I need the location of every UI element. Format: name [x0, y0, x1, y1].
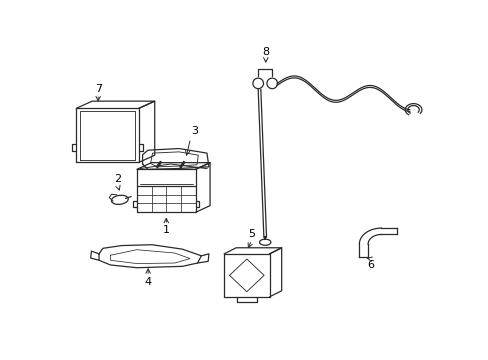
Text: 5: 5 — [248, 229, 255, 239]
Text: 3: 3 — [190, 126, 198, 135]
Text: 2: 2 — [114, 174, 122, 184]
Text: 1: 1 — [163, 225, 169, 235]
Text: 4: 4 — [144, 276, 151, 287]
Text: 7: 7 — [94, 84, 102, 94]
Text: 8: 8 — [262, 46, 269, 57]
Text: 6: 6 — [366, 260, 373, 270]
